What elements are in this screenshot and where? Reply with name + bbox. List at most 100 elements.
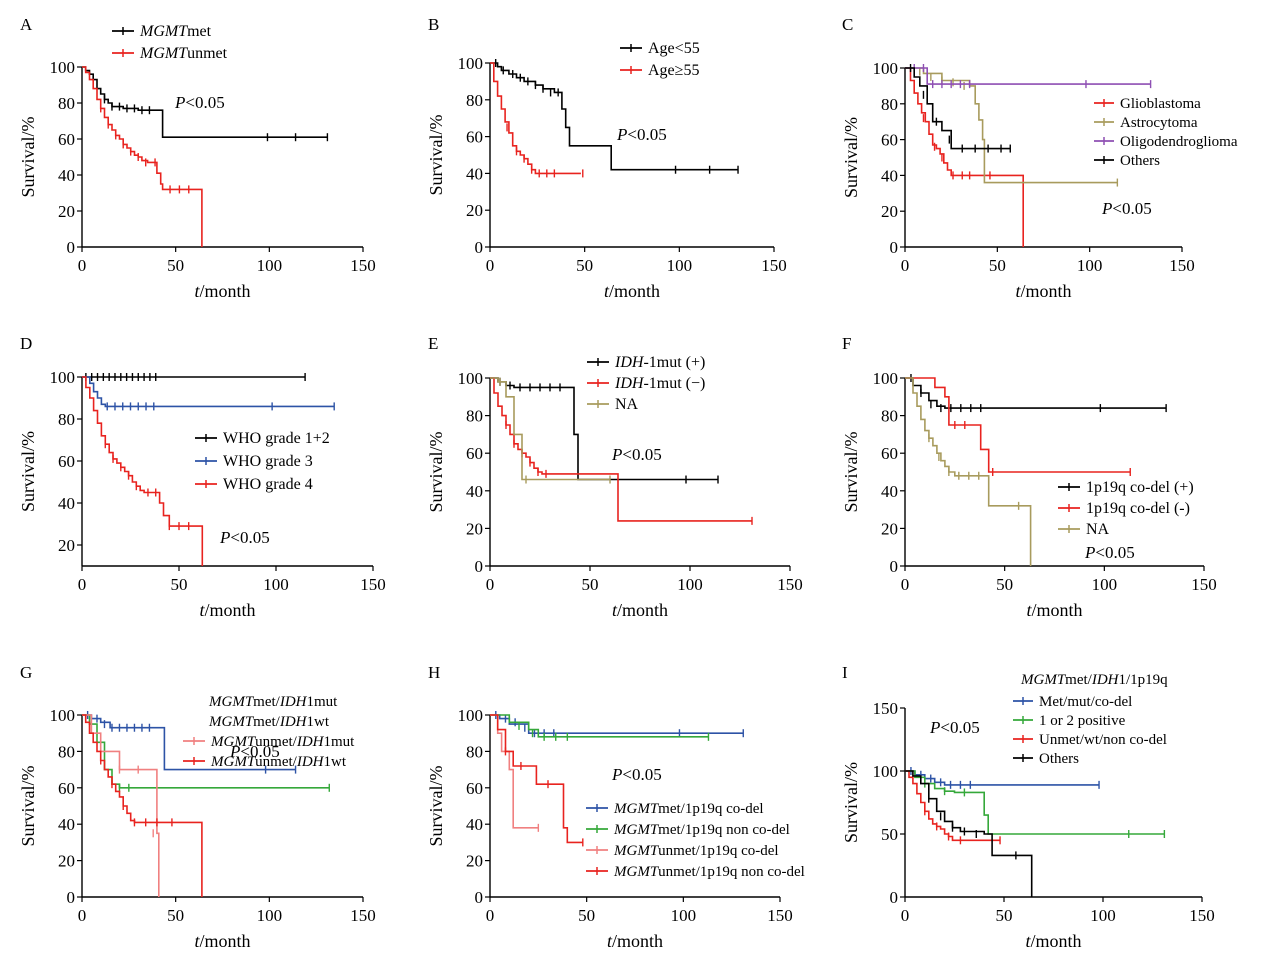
y-axis-title: Survival/% (18, 766, 38, 847)
y-tick-label: 20 (881, 202, 898, 221)
y-tick-label: 20 (58, 202, 75, 221)
series-2 (490, 62, 584, 178)
x-tick-label: 150 (350, 906, 376, 925)
legend-label: WHO grade 4 (223, 476, 313, 493)
series-3 (82, 376, 204, 566)
legend-label: Oligodendroglioma (1120, 134, 1238, 150)
y-tick-label: 80 (466, 742, 483, 761)
x-tick-label: 0 (486, 256, 495, 275)
legend-item: Unmet/wt/non co-del (1013, 732, 1167, 748)
legend-item: Others (1094, 153, 1160, 169)
y-tick-label: 150 (873, 699, 899, 718)
x-tick-label: 150 (777, 575, 803, 594)
y-tick-label: 80 (58, 94, 75, 113)
panel-label: I (842, 663, 848, 682)
y-tick-label: 0 (890, 238, 899, 257)
x-tick-label: 100 (1090, 906, 1116, 925)
x-tick-label: 100 (1077, 256, 1103, 275)
survival-curve (490, 62, 581, 175)
legend-item: Age≥55 (620, 62, 699, 79)
series-1 (490, 59, 739, 174)
y-tick-label: 100 (873, 369, 899, 388)
y-tick-label: 100 (50, 58, 76, 77)
y-tick-label: 100 (50, 368, 76, 387)
x-tick-label: 100 (257, 906, 283, 925)
y-tick-label: 60 (881, 131, 898, 150)
y-axis-title: Survival/% (841, 432, 861, 513)
series-1 (905, 67, 1024, 247)
panel-label: B (428, 15, 439, 34)
y-tick-label: 20 (466, 519, 483, 538)
legend-label: Astrocytoma (1120, 115, 1198, 131)
legend-label: WHO grade 1+2 (223, 430, 330, 447)
x-tick-label: 50 (167, 256, 184, 275)
survival-curve (905, 67, 1011, 150)
legend-label: Age≥55 (648, 62, 699, 79)
p-value-annotation: P<0.05 (611, 765, 662, 784)
legend-item: NA (1058, 521, 1110, 538)
legend-label: Unmet/wt/non co-del (1039, 732, 1167, 748)
x-tick-label: 0 (486, 575, 495, 594)
panel-c: C 0 50 100 150 0 20 40 60 80 100 t/month Survival/% P… (841, 15, 1238, 301)
series-1 (490, 377, 719, 484)
y-tick-label: 0 (475, 557, 484, 576)
p-value-annotation: P<0.05 (219, 528, 270, 547)
x-tick-label: 0 (486, 906, 495, 925)
survival-curve (905, 67, 1118, 184)
y-tick-label: 80 (58, 410, 75, 429)
y-tick-label: 20 (466, 852, 483, 871)
series-3 (82, 714, 160, 897)
legend-item: MGMTunmet/1p19q co-del (586, 843, 779, 859)
series-4 (905, 770, 1033, 897)
p-value-annotation: P<0.05 (1084, 543, 1135, 562)
x-tick-label: 0 (901, 256, 910, 275)
panel-e: E 0 50 100 150 0 20 40 60 80 100 t/month Survival/% P… (426, 334, 803, 620)
x-axis-title: t/month (1025, 931, 1081, 951)
legend-label: WHO grade 3 (223, 453, 313, 470)
y-tick-label: 60 (58, 130, 75, 149)
y-tick-label: 60 (58, 452, 75, 471)
y-tick-label: 80 (58, 742, 75, 761)
series-2 (490, 714, 710, 741)
legend-label: MGMTunmet/IDH1wt (210, 754, 347, 770)
p-value-annotation: P<0.05 (929, 718, 980, 737)
x-tick-label: 50 (576, 256, 593, 275)
legend: MGMTmet MGMTunmet (112, 23, 228, 62)
legend-item: WHO grade 4 (195, 476, 313, 493)
series-2 (905, 377, 1131, 476)
x-tick-label: 100 (257, 256, 283, 275)
y-tick-label: 100 (458, 706, 484, 725)
x-axis-title: t/month (194, 931, 250, 951)
y-tick-label: 60 (58, 779, 75, 798)
legend-label: MGMTmet/1p19q non co-del (613, 822, 790, 838)
legend-item: NA (587, 396, 639, 413)
panel-label: A (20, 15, 33, 34)
legend-label: IDH-1mut (−) (614, 375, 705, 392)
legend-label: Others (1039, 751, 1079, 767)
survival-curve (490, 714, 539, 829)
survival-curve (82, 66, 328, 138)
legend-item: Age<55 (620, 40, 700, 57)
y-tick-label: 0 (475, 888, 484, 907)
y-tick-label: 0 (890, 888, 899, 907)
x-tick-label: 50 (989, 256, 1006, 275)
legend-item: Astrocytoma (1094, 115, 1198, 131)
y-tick-label: 60 (466, 779, 483, 798)
legend-label: 1 or 2 positive (1039, 713, 1126, 729)
series-3 (490, 377, 611, 484)
legend-label: NA (615, 396, 639, 413)
y-axis-title: Survival/% (18, 117, 38, 198)
x-tick-label: 150 (350, 256, 376, 275)
x-tick-label: 150 (1169, 256, 1195, 275)
y-tick-label: 60 (466, 444, 483, 463)
y-tick-label: 100 (458, 54, 484, 73)
y-tick-label: 40 (466, 815, 483, 834)
x-tick-label: 0 (901, 906, 910, 925)
y-tick-label: 40 (58, 815, 75, 834)
x-tick-label: 150 (1191, 575, 1217, 594)
legend: 1p19q co-del (+) 1p19q co-del (-) NA (1058, 479, 1194, 538)
legend-item: 1p19q co-del (-) (1058, 500, 1190, 517)
legend-item: MGMTmet/1p19q non co-del (586, 822, 790, 838)
panel-a: A 0 50 100 150 0 20 40 60 80 100 t/month Survival/% P… (18, 15, 376, 301)
legend: IDH-1mut (+) IDH-1mut (−) NA (587, 354, 705, 413)
